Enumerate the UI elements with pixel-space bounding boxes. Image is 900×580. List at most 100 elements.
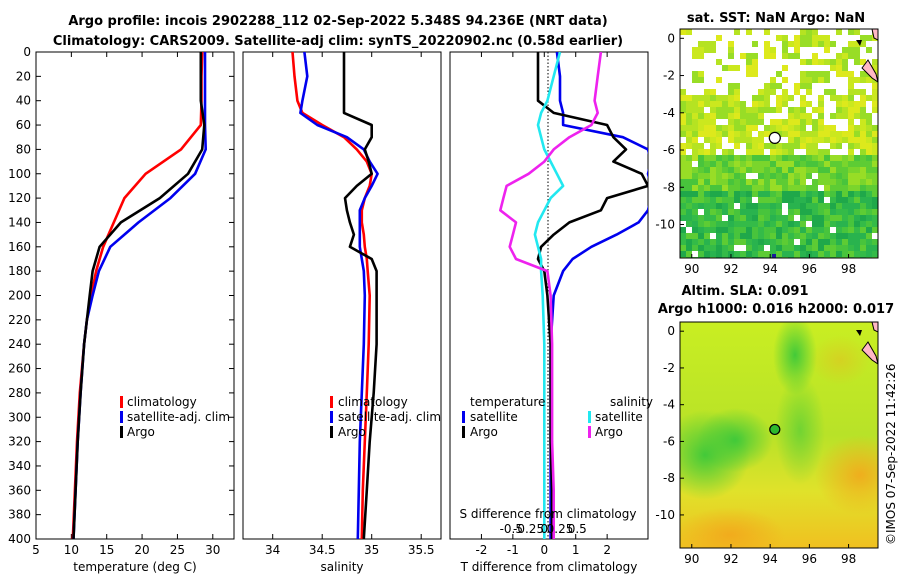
sst-cell [770, 161, 776, 167]
sst-cell [800, 101, 806, 107]
sst-cell [716, 155, 722, 161]
sst-cell [806, 227, 812, 233]
sst-cell [776, 35, 782, 41]
sst-cell [866, 197, 872, 203]
sst-cell [686, 131, 692, 137]
sst-cell [728, 95, 734, 101]
sst-cell [680, 161, 686, 167]
sla-map-title: Altim. SLA: 0.091 [682, 284, 809, 299]
sst-cell [704, 167, 710, 173]
sst-cell [800, 233, 806, 239]
sst-cell [758, 233, 764, 239]
sst-cell [692, 167, 698, 173]
sst-cell [842, 233, 848, 239]
sst-cell [818, 227, 824, 233]
sst-cell [854, 161, 860, 167]
sst-cell [740, 197, 746, 203]
sst-cell [764, 185, 770, 191]
sst-cell [770, 83, 776, 89]
sst-cell [848, 203, 854, 209]
sst-cell [872, 221, 878, 227]
sst-cell [716, 209, 722, 215]
sst-cell [860, 59, 866, 65]
sst-cell [824, 227, 830, 233]
sst-cell [818, 239, 824, 245]
salinity-panel: 34 34.5 35 35.5 climatology satellite-adj. … [242, 51, 442, 574]
sst-cell [788, 209, 794, 215]
sst-cell [788, 233, 794, 239]
sst-cell [866, 173, 872, 179]
sst-cell [704, 131, 710, 137]
sst-cell [788, 53, 794, 59]
sst-cell [734, 179, 740, 185]
sst-cell [836, 53, 842, 59]
sst-cell [818, 215, 824, 221]
legend-sal-satellite-swatch [588, 411, 591, 423]
sst-cell [860, 167, 866, 173]
sst-cell [746, 161, 752, 167]
sst-cell [812, 233, 818, 239]
sst-cell [866, 167, 872, 173]
sst-cell [836, 209, 842, 215]
sst-cell [758, 119, 764, 125]
sst-cell [782, 131, 788, 137]
sst-cell [776, 167, 782, 173]
sst-cell [788, 167, 794, 173]
sst-cell [770, 125, 776, 131]
sst-cell [860, 35, 866, 41]
x2-tick-label: 0.25 [547, 522, 574, 536]
sst-cell [866, 35, 872, 41]
sst-cell [866, 227, 872, 233]
sst-cell [722, 155, 728, 161]
sst-cell [830, 167, 836, 173]
sst-cell [812, 197, 818, 203]
sst-cell [710, 95, 716, 101]
sst-cell [836, 227, 842, 233]
sst-cell [710, 173, 716, 179]
sst-cell [848, 245, 854, 251]
sst-cell [800, 107, 806, 113]
sst-cell [842, 185, 848, 191]
sst-cell [854, 59, 860, 65]
sst-cell [686, 161, 692, 167]
sst-cell [722, 107, 728, 113]
sst-cell [746, 113, 752, 119]
sst-cell [860, 131, 866, 137]
sst-cell [872, 137, 878, 143]
sst-cell [722, 245, 728, 251]
temperature-lines [71, 52, 207, 539]
sst-cell [782, 173, 788, 179]
sst-cell [728, 185, 734, 191]
x-tick-label: -2 [475, 543, 487, 557]
sst-cell [692, 191, 698, 197]
sst-cell [806, 155, 812, 161]
sst-cell [728, 179, 734, 185]
sst-cell [848, 107, 854, 113]
sst-cell [728, 113, 734, 119]
sst-cell [764, 167, 770, 173]
sst-cell [680, 149, 686, 155]
sst-cell [800, 155, 806, 161]
sst-cell [824, 179, 830, 185]
sst-cell [872, 179, 878, 185]
sst-cell [686, 245, 692, 251]
sst-cell [752, 161, 758, 167]
sst-cell [788, 251, 794, 257]
sst-cell [830, 179, 836, 185]
sst-cell [752, 251, 758, 257]
sst-cell [728, 167, 734, 173]
sst-cell [692, 143, 698, 149]
sst-cell [806, 209, 812, 215]
sst-cell [776, 179, 782, 185]
map-x-tick-label: 90 [684, 262, 699, 276]
sst-cell [782, 35, 788, 41]
sst-cell [866, 215, 872, 221]
sst-cell [788, 137, 794, 143]
sla-high-region [815, 435, 878, 515]
sst-cell [680, 251, 686, 257]
sst-cell [704, 155, 710, 161]
sst-cell [740, 161, 746, 167]
sst-cell [842, 227, 848, 233]
sst-cell [776, 245, 782, 251]
sst-cell [740, 119, 746, 125]
